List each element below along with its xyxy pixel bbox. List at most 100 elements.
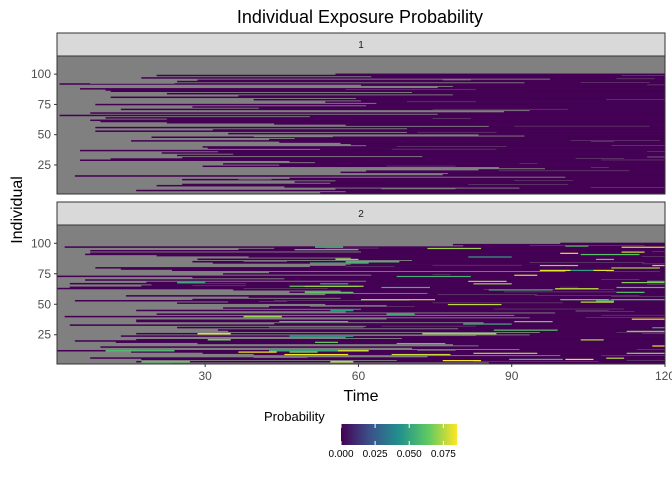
exposure-segment [580, 301, 614, 303]
exposure-segment [396, 342, 446, 345]
exposure-segment [304, 291, 354, 293]
exposure-segment [330, 309, 354, 312]
missing-segment [616, 331, 665, 333]
heatmap-row-f2-20 [74, 340, 665, 342]
exposure-segment [514, 274, 538, 276]
heatmap-row-f1-14 [289, 177, 665, 180]
exposure-segment [631, 318, 665, 320]
y-tick-label: 75 [38, 97, 52, 111]
exposure-segment [565, 245, 589, 247]
exposure-segment [309, 349, 369, 352]
heatmap-row-f2-17 [452, 343, 665, 346]
exposure-segment [238, 351, 277, 353]
exposure-segment [539, 264, 579, 267]
heatmap-cells-2 [57, 242, 665, 364]
exposure-segment [621, 246, 665, 248]
heatmap-row-f2-63 [57, 287, 665, 290]
heatmap-row-f1-97 [141, 77, 665, 79]
missing-segment [432, 274, 451, 276]
exposure-segment [422, 332, 497, 335]
heatmap-row-f1-81 [110, 96, 665, 99]
missing-segment [417, 349, 456, 351]
heatmap-row-f2-72 [192, 276, 665, 279]
heatmap-row-f1-50 [478, 134, 665, 136]
heatmap-row-f2-91 [85, 253, 665, 256]
heatmap-row-f2-95 [238, 248, 665, 251]
heatmap-row-f2-3 [136, 360, 665, 363]
missing-segment [177, 282, 247, 284]
missing-segment [309, 306, 415, 307]
missing-segment [432, 118, 471, 119]
exposure-segment [626, 352, 665, 354]
missing-segment [253, 357, 308, 358]
exposure-segment [611, 267, 660, 269]
missing-segment [626, 359, 665, 361]
missing-segment [192, 285, 247, 287]
y-tick-label: 25 [38, 158, 52, 172]
x-tick-label: 120 [655, 369, 672, 383]
heatmap-row-f1-55 [406, 128, 665, 130]
x-tick-label: 30 [198, 369, 212, 383]
heatmap-row-f1-27 [315, 161, 665, 164]
missing-segment [534, 295, 640, 296]
exposure-segment [396, 275, 471, 278]
exposure-segment [580, 339, 604, 341]
missing-segment [642, 332, 665, 334]
heatmap-row-f1-67 [437, 113, 665, 115]
heatmap-row-f2-46 [361, 308, 665, 311]
exposure-segment [294, 248, 359, 251]
heatmap-row-f1-33 [177, 154, 665, 157]
heatmap-row-f2-62 [233, 289, 665, 291]
missing-segment [253, 136, 333, 138]
heatmap-row-f2-92 [90, 252, 665, 254]
exposure-segment [652, 264, 665, 267]
exposure-segment [284, 353, 349, 356]
heatmap-row-f2-26 [136, 332, 665, 335]
heatmap-row-f2-71 [284, 278, 665, 280]
heatmap-row-f1-15 [565, 176, 665, 178]
missing-segment [647, 284, 665, 285]
exposure-segment [386, 313, 415, 315]
y-axis-2: 25 50 75 100 [31, 236, 57, 342]
missing-segment [519, 163, 538, 164]
exposure-segment [560, 252, 579, 254]
heatmap-row-f2-68 [146, 281, 665, 284]
heatmap-row-f1-92 [59, 83, 665, 85]
heatmap-row-f2-24 [120, 335, 665, 337]
heatmap-row-f2-59 [427, 292, 665, 295]
heatmap-row-f1-74 [366, 105, 665, 107]
exposure-segment [197, 332, 231, 335]
panel-border-2 [56, 224, 666, 365]
heatmap-row-f1-21 [478, 169, 665, 171]
exposure-segment [269, 349, 338, 352]
exposure-segment [442, 359, 482, 362]
heatmap-row-f1-29 [79, 159, 665, 161]
heatmap-row-f1-83 [452, 94, 665, 96]
x-axis-title: Time [344, 388, 379, 405]
legend: Probability 0.000 0.025 0.050 0.075 [264, 409, 457, 460]
missing-segment [601, 159, 665, 161]
heatmap-row-f2-73 [57, 275, 665, 278]
exposure-segment [621, 281, 665, 284]
heatmap-row-f1-36 [217, 151, 665, 153]
heatmap-row-f2-45 [136, 309, 665, 312]
missing-segment [616, 78, 655, 80]
facet-label-1: 1 [358, 40, 364, 51]
heatmap-row-f1-17 [442, 174, 665, 176]
missing-segment [504, 291, 640, 293]
heatmap-row-f1-18 [447, 172, 665, 175]
exposure-segment [647, 280, 665, 282]
y-tick-label: 50 [38, 128, 52, 142]
missing-segment [345, 265, 395, 267]
heatmap-row-f2-66 [151, 284, 665, 286]
missing-segment [575, 309, 609, 311]
heatmap-row-f2-21 [136, 339, 665, 341]
heatmap-row-f1-65 [309, 115, 665, 118]
chart-title: Individual Exposure Probability [237, 7, 483, 27]
missing-segment [90, 83, 175, 84]
exposure-segment [580, 253, 640, 256]
heatmap-row-f1-84 [166, 92, 665, 95]
heatmap-row-f1-80 [355, 97, 665, 100]
heatmap-row-f2-27 [539, 331, 665, 334]
